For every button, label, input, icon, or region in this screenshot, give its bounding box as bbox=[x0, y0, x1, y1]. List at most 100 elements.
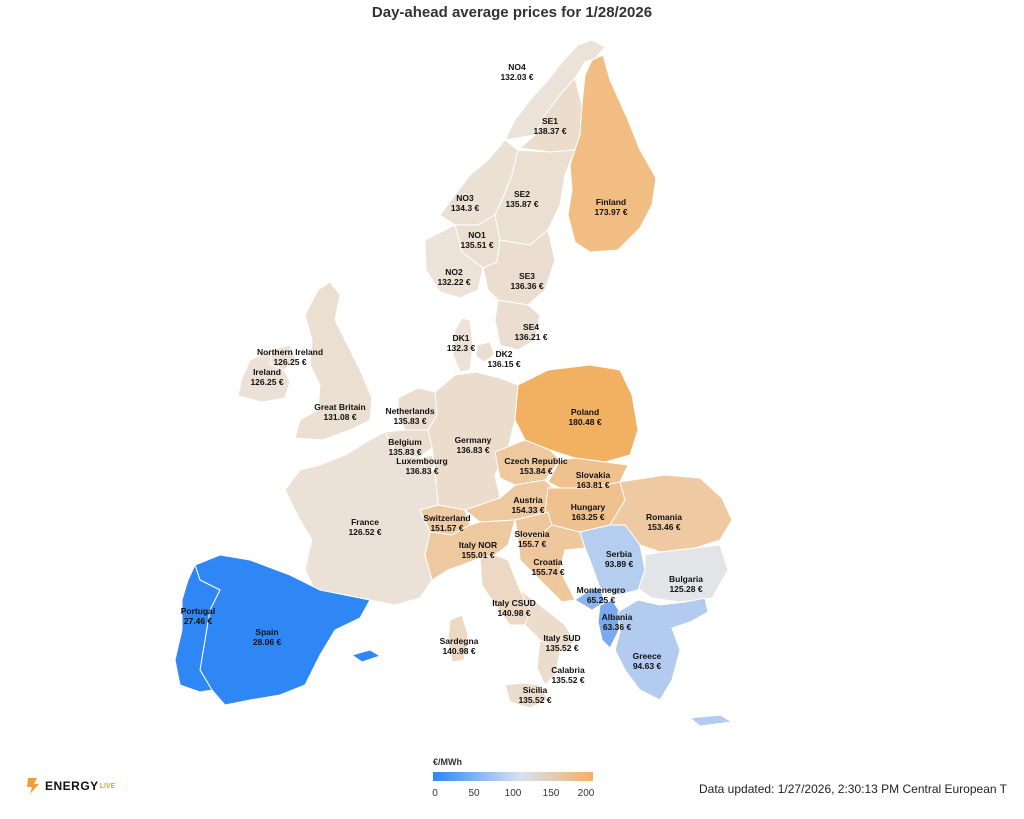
zone-name-label: DK1 bbox=[452, 333, 469, 343]
zone-name-label: Austria bbox=[513, 495, 543, 505]
logo-subtext: LIVE bbox=[99, 782, 116, 790]
zone-name-label: Hungary bbox=[571, 502, 606, 512]
zone-name-label: Poland bbox=[571, 407, 599, 417]
zone-price-label: 136.21 € bbox=[514, 332, 547, 342]
zone-price-label: 63.36 € bbox=[603, 622, 632, 632]
zone-croatia[interactable] bbox=[517, 524, 586, 603]
zone-name-label: Luxembourg bbox=[396, 456, 447, 466]
zone-price-label: 135.52 € bbox=[551, 675, 584, 685]
zone-sicilia[interactable] bbox=[504, 682, 549, 709]
zone-name-label: Italy CSUD bbox=[492, 598, 535, 608]
zone-name-label: NO2 bbox=[445, 267, 463, 277]
zone-price-label: 135.83 € bbox=[393, 416, 426, 426]
zone-finland[interactable] bbox=[567, 54, 657, 253]
zone-name-label: Sicilia bbox=[523, 685, 548, 695]
legend-color-scale bbox=[433, 772, 593, 781]
zone-name-label: SE4 bbox=[523, 322, 539, 332]
zone-calabria[interactable] bbox=[536, 639, 561, 686]
zone-price-label: 135.52 € bbox=[518, 695, 551, 705]
zone-germany[interactable] bbox=[427, 371, 519, 511]
zone-price-label: 163.81 € bbox=[576, 480, 609, 490]
lightning-icon bbox=[27, 778, 39, 794]
zone-price-label: 135.51 € bbox=[460, 240, 493, 250]
zone-no2[interactable] bbox=[424, 224, 484, 299]
zone-name-label: Croatia bbox=[533, 557, 563, 567]
logo-text: ENERGY bbox=[45, 779, 99, 793]
zone-name-label: Portugal bbox=[181, 606, 215, 616]
zone-name-label: Montenegro bbox=[577, 585, 626, 595]
zone-price-label: 155.74 € bbox=[531, 567, 564, 577]
data-updated-timestamp: Data updated: 1/27/2026, 2:30:13 PM Cent… bbox=[699, 782, 1007, 796]
zone-name-label: NO3 bbox=[456, 193, 474, 203]
zone-name-label: Greece bbox=[633, 651, 662, 661]
zone-name-label: DK2 bbox=[495, 349, 512, 359]
zone-name-label: Great Britain bbox=[314, 402, 366, 412]
zone-name-label: Belgium bbox=[388, 437, 422, 447]
zone-price-label: 28.06 € bbox=[253, 637, 282, 647]
zone-name-label: Germany bbox=[455, 435, 492, 445]
zone-name-label: Slovakia bbox=[576, 470, 611, 480]
zone-price-label: 132.03 € bbox=[500, 72, 533, 82]
zone-ireland[interactable] bbox=[237, 349, 291, 403]
zone-price-label: 126.25 € bbox=[273, 357, 306, 367]
zone-price-label: 155.01 € bbox=[461, 550, 494, 560]
zone-sardegna[interactable] bbox=[447, 614, 469, 663]
zone-name-label: Spain bbox=[255, 627, 278, 637]
zone-price-label: 135.52 € bbox=[545, 643, 578, 653]
zone-dk1[interactable] bbox=[452, 317, 474, 373]
legend-tick: 0 bbox=[432, 788, 438, 799]
zone-price-label: 136.83 € bbox=[405, 466, 438, 476]
zone-price-label: 132.3 € bbox=[447, 343, 476, 353]
legend-tick: 50 bbox=[468, 788, 480, 799]
zone-dk2[interactable] bbox=[475, 341, 495, 363]
zone-price-label: 138.37 € bbox=[533, 126, 566, 136]
zone-price-label: 136.15 € bbox=[487, 359, 520, 369]
zone-name-label: NO1 bbox=[468, 230, 486, 240]
zone-name-label: Switzerland bbox=[423, 513, 470, 523]
zone-price-label: 163.25 € bbox=[571, 512, 604, 522]
zone-price-label: 125.28 € bbox=[669, 584, 702, 594]
zone-name-label: Romania bbox=[646, 512, 682, 522]
zone-name-label: Finland bbox=[596, 197, 626, 207]
zone-name-label: NO4 bbox=[508, 62, 526, 72]
zone-france[interactable] bbox=[284, 431, 439, 606]
zone-name-label: Netherlands bbox=[385, 406, 434, 416]
zone-name-label: Calabria bbox=[551, 665, 585, 675]
zone-name-label: SE2 bbox=[514, 189, 530, 199]
zone-se4[interactable] bbox=[494, 299, 541, 351]
zone-price-label: 126.25 € bbox=[250, 377, 283, 387]
zone-price-label: 155.7 € bbox=[518, 539, 547, 549]
zone-price-label: 94.63 € bbox=[633, 661, 662, 671]
legend-title: €/MWh bbox=[433, 757, 462, 767]
zone-price-label: 153.46 € bbox=[647, 522, 680, 532]
zone-name-label: Serbia bbox=[606, 549, 632, 559]
zone-czech-republic[interactable] bbox=[494, 439, 561, 486]
zone-price-label: 135.83 € bbox=[388, 447, 421, 457]
zone-price-label: 154.33 € bbox=[511, 505, 544, 515]
zone-portugal[interactable] bbox=[174, 563, 221, 693]
zone-greece[interactable] bbox=[614, 597, 709, 701]
zone-price-label: 27.46 € bbox=[184, 616, 213, 626]
zone-price-label: 151.57 € bbox=[430, 523, 463, 533]
legend-tick: 100 bbox=[504, 788, 522, 799]
zone-price-label: 134.3 € bbox=[451, 203, 480, 213]
zone-price-label: 180.48 € bbox=[568, 417, 601, 427]
zone-albania[interactable] bbox=[597, 599, 621, 649]
zone-price-label: 173.97 € bbox=[594, 207, 627, 217]
zone-price-label: 93.89 € bbox=[605, 559, 634, 569]
zone-name-label: Bulgaria bbox=[669, 574, 703, 584]
zone-price-label: 140.98 € bbox=[497, 608, 530, 618]
zone-name-label: Slovenia bbox=[515, 529, 550, 539]
zone-great-britain[interactable] bbox=[294, 281, 373, 441]
zone-price-label: 140.98 € bbox=[442, 646, 475, 656]
zone-name-label: SE1 bbox=[542, 116, 558, 126]
zone-price-label: 65.25 € bbox=[587, 595, 616, 605]
legend-tick: 150 bbox=[542, 788, 560, 799]
zone-name-label: Sardegna bbox=[440, 636, 479, 646]
zone-price-label: 132.22 € bbox=[437, 277, 470, 287]
zone-name-label: Albania bbox=[602, 612, 633, 622]
zone-name-label: Northern Ireland bbox=[257, 347, 323, 357]
zone-montenegro[interactable] bbox=[574, 587, 606, 611]
zone-price-label: 126.52 € bbox=[348, 527, 381, 537]
